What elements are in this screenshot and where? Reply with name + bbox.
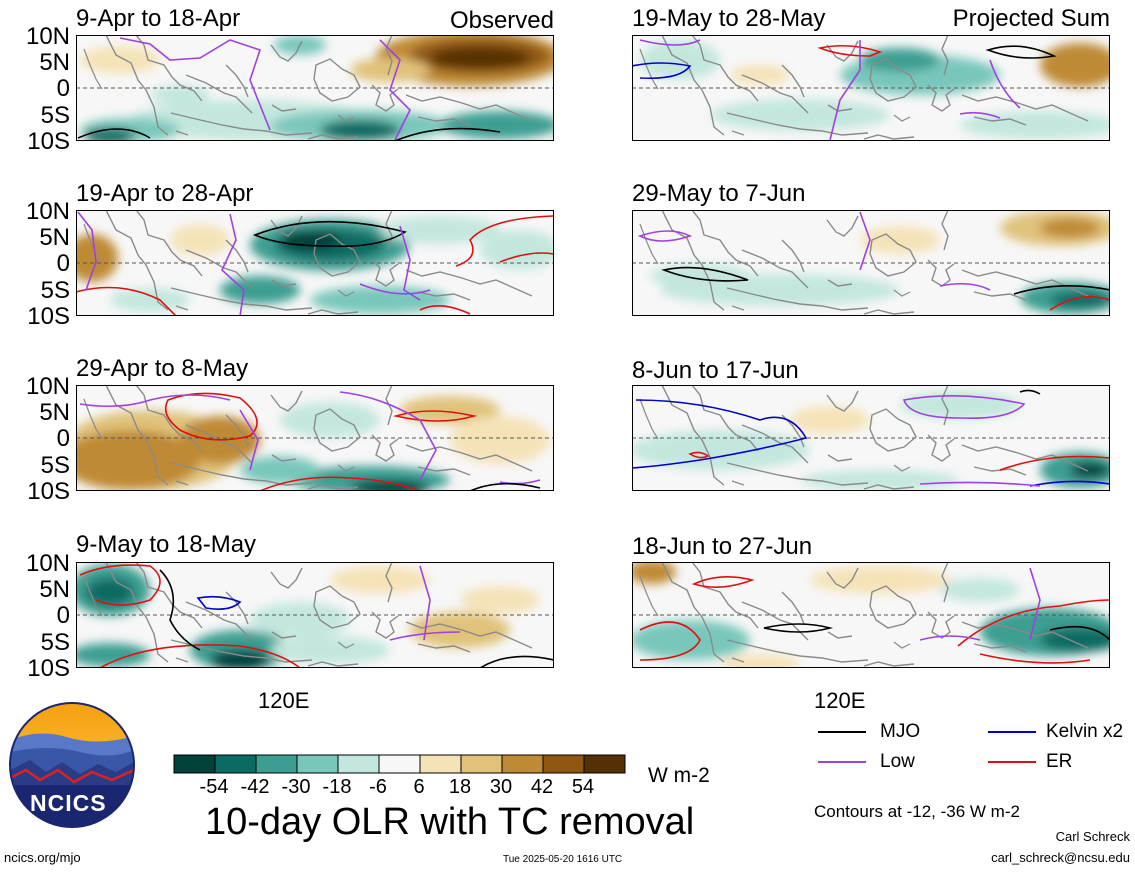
lon-label-right: 120E <box>814 688 866 713</box>
legend-label-kelvin: Kelvin x2 <box>1046 721 1124 742</box>
map-panel-8 <box>632 562 1110 668</box>
olr-colorbar <box>173 754 626 774</box>
colorbar-swatch-1 <box>214 754 257 774</box>
panel-title-2: 19-Apr to 28-Apr <box>76 180 254 207</box>
colorbar-swatch-0 <box>173 754 216 774</box>
colorbar-swatch-8 <box>501 754 544 774</box>
map-panel-7 <box>632 385 1110 491</box>
panel-title-1: 9-Apr to 18-Apr <box>76 5 241 32</box>
legend-label-mjo: MJO <box>880 721 921 742</box>
footer-url[interactable]: ncics.org/mjo <box>4 850 81 865</box>
map-panel-5 <box>632 35 1110 141</box>
map-panel-6 <box>632 210 1110 316</box>
lon-label-left: 120E <box>258 688 310 713</box>
map-panel-3 <box>76 385 554 491</box>
logo-text: NCICS <box>30 790 107 816</box>
colorbar-swatch-2 <box>255 754 298 774</box>
author-name: Carl Schreck <box>1055 829 1130 844</box>
panel-title-8: 18-Jun to 27-Jun <box>632 533 813 560</box>
colorbar-swatch-9 <box>542 754 585 774</box>
panel-title-6: 29-May to 7-Jun <box>632 180 806 207</box>
legend-label-low: Low <box>880 751 915 772</box>
contours-note: Contours at -12, -36 W m-2 <box>814 802 1020 821</box>
projected-sum-label: Projected Sum <box>952 5 1110 32</box>
colorbar-swatch-6 <box>419 754 462 774</box>
colorbar-swatch-3 <box>296 754 339 774</box>
colorbar-swatch-4 <box>337 754 380 774</box>
author-email[interactable]: carl_schreck@ncsu.edu <box>991 850 1130 865</box>
map-panel-1 <box>76 35 554 141</box>
panel-title-4: 9-May to 18-May <box>76 531 257 558</box>
colorbar-swatch-10 <box>583 754 626 774</box>
colorbar-swatch-7 <box>460 754 503 774</box>
panel-title-5: 19-May to 28-May <box>632 5 826 32</box>
observed-label: Observed <box>449 7 554 34</box>
panel-title-7: 8-Jun to 17-Jun <box>632 357 799 384</box>
footer-timestamp: Tue 2025-05-20 1616 UTC <box>503 854 623 865</box>
colorbar-swatch-5 <box>378 754 421 774</box>
panel-title-3: 29-Apr to 8-May <box>76 355 249 382</box>
map-panel-4 <box>76 562 554 668</box>
legend-label-er: ER <box>1046 751 1073 772</box>
colorbar-unit: W m-2 <box>648 764 710 787</box>
map-panel-2 <box>76 210 554 316</box>
main-title: 10-day OLR with TC removal <box>205 801 695 843</box>
